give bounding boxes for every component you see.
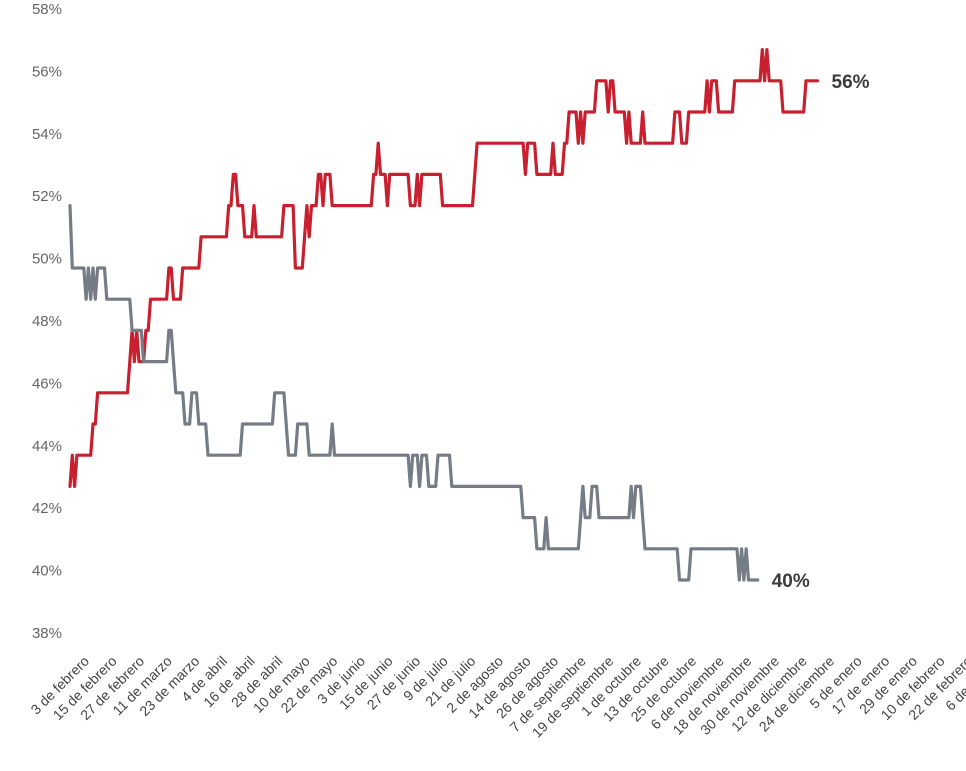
y-tick-label: 54%: [32, 126, 62, 143]
series-layer: [68, 48, 820, 582]
y-axis: 38% 40% 42% 44% 46% 48% 50% 52% 54% 56% 58%: [32, 1, 62, 642]
end-labels: 56% 40%: [772, 72, 870, 592]
y-tick-label: 52%: [32, 188, 62, 205]
y-tick-label: 44%: [32, 438, 62, 455]
y-tick-label: 46%: [32, 375, 62, 392]
series-end-label-1: 40%: [772, 571, 810, 592]
y-tick-label: 56%: [32, 63, 62, 80]
y-tick-label: 40%: [32, 563, 62, 580]
y-tick-label: 42%: [32, 500, 62, 517]
series-end-label-0: 56%: [832, 72, 870, 93]
y-tick-label: 48%: [32, 313, 62, 330]
series-line-0: [68, 48, 820, 488]
y-tick-label: 38%: [32, 625, 62, 642]
y-tick-label: 58%: [32, 1, 62, 18]
series-line-1: [68, 204, 760, 582]
y-tick-label: 50%: [32, 251, 62, 268]
